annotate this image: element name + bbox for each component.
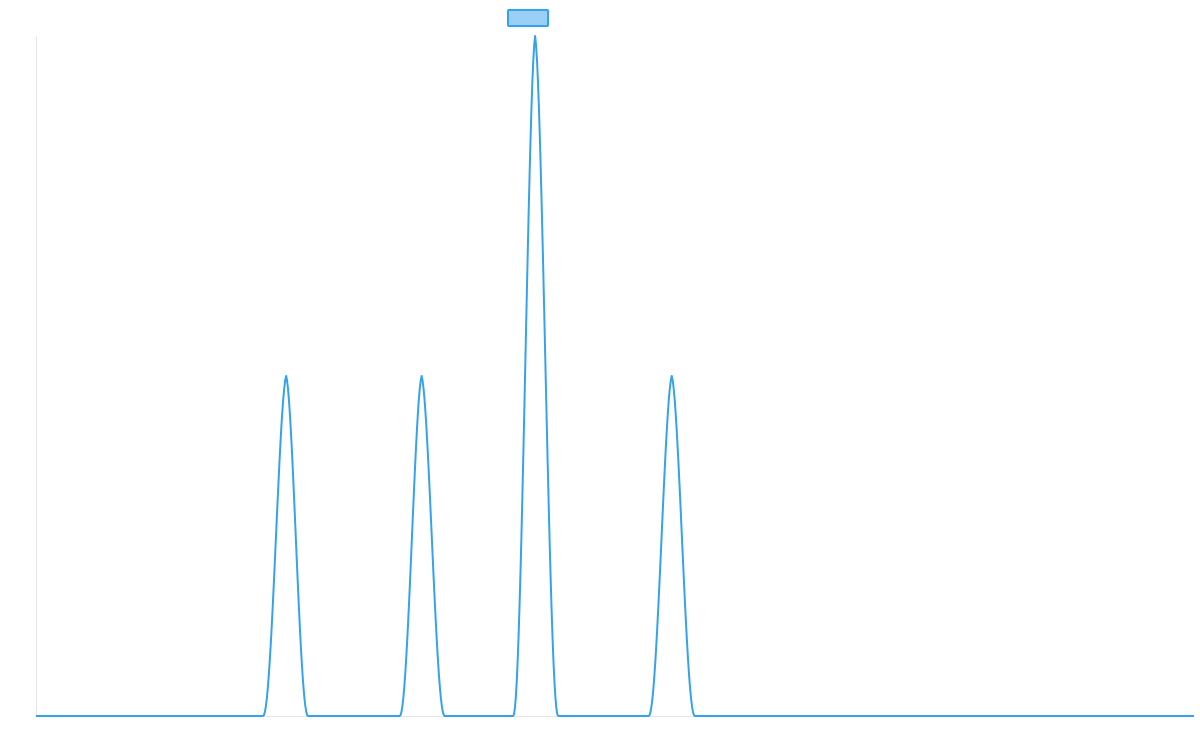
series-line <box>36 35 1194 717</box>
series-layer <box>36 35 1194 717</box>
legend-swatch[interactable] <box>507 9 549 27</box>
legend[interactable] <box>507 9 549 27</box>
